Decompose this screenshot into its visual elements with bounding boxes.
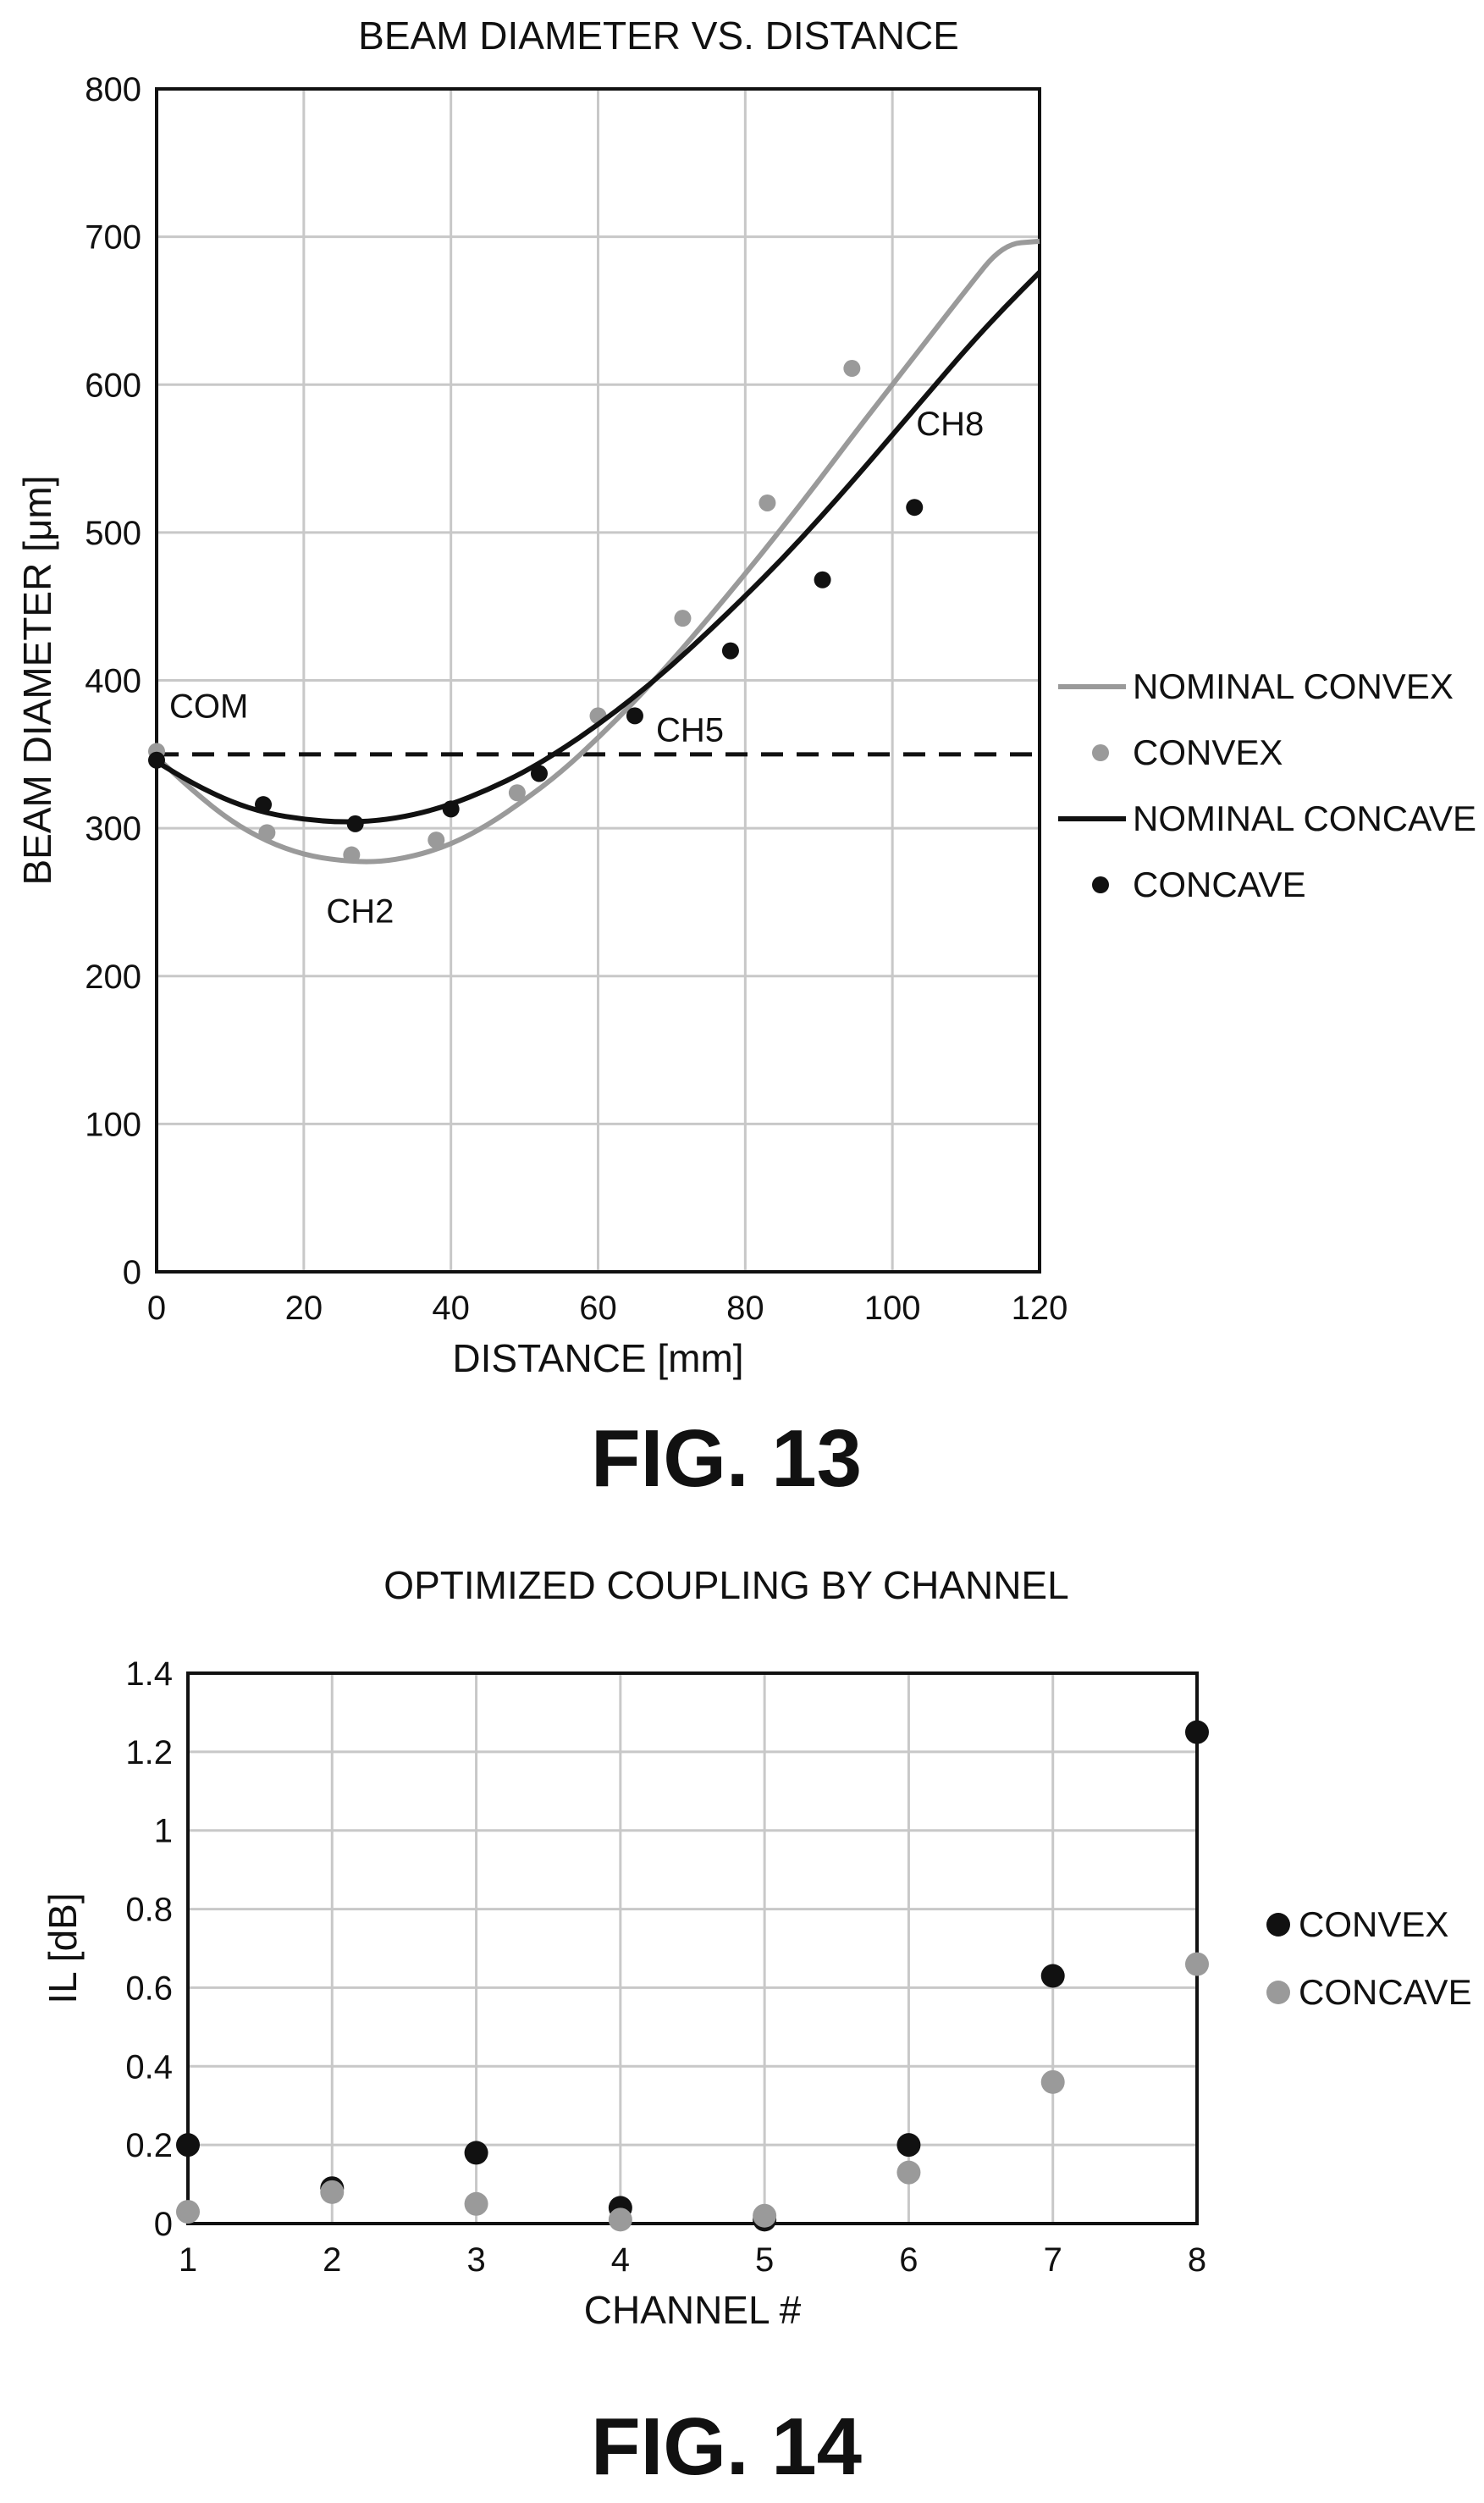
x-tick-label: 5: [755, 2241, 774, 2279]
x-tick-label: 40: [432, 1290, 470, 1327]
y-tick-label: 0.8: [125, 1892, 173, 1929]
x-tick-label: 120: [1012, 1290, 1068, 1327]
data-point-concave: [626, 707, 643, 725]
data-point-concave: [255, 796, 273, 814]
data-point-concave: [320, 2180, 345, 2204]
data-point-convex: [674, 610, 692, 627]
legend-entry: CONVEX: [1299, 1904, 1448, 1944]
data-point-concave: [346, 815, 364, 832]
data-point-convex: [759, 494, 776, 511]
y-tick-label: 500: [85, 515, 141, 552]
y-tick-label: 1.4: [125, 1655, 173, 1693]
data-point-concave: [814, 571, 831, 588]
x-tick-label: 1: [179, 2241, 197, 2279]
data-point-convex: [343, 846, 361, 864]
x-tick-label: 3: [466, 2241, 485, 2279]
figure-14-caption: FIG. 14: [591, 2401, 862, 2492]
y-axis-label: IL [dB]: [41, 1892, 85, 2003]
annotation-label: CH5: [656, 711, 724, 749]
x-tick-label: 100: [864, 1290, 921, 1327]
x-tick-label: 7: [1044, 2241, 1062, 2279]
plot-frame: [155, 87, 1041, 1274]
legend-entry: CONCAVE: [1299, 1972, 1472, 2012]
x-tick-label: 8: [1188, 2241, 1206, 2279]
y-tick-label: 800: [85, 71, 141, 108]
x-tick-label: 80: [726, 1290, 764, 1327]
data-point-concave: [176, 2200, 200, 2224]
y-tick-label: 1.2: [125, 1734, 173, 1771]
y-tick-label: 600: [85, 367, 141, 404]
x-axis-label: CHANNEL #: [584, 2288, 802, 2332]
y-tick-label: 400: [85, 663, 141, 700]
figure-13-caption: FIG. 13: [591, 1413, 862, 1504]
x-tick-label: 6: [899, 2241, 918, 2279]
data-point-convex: [464, 2141, 488, 2165]
y-tick-label: 0.2: [125, 2127, 173, 2164]
y-tick-label: 0.6: [125, 1970, 173, 2007]
data-point-convex: [258, 824, 276, 842]
x-tick-label: 20: [285, 1290, 323, 1327]
x-tick-label: 2: [323, 2241, 341, 2279]
legend-dot-swatch: [1092, 876, 1109, 893]
chart-title: BEAM DIAMETER VS. DISTANCE: [358, 14, 959, 58]
x-tick-label: 60: [579, 1290, 617, 1327]
data-point-concave: [896, 2160, 921, 2185]
legend-entry: CONCAVE: [1133, 865, 1306, 904]
y-tick-label: 700: [85, 219, 141, 257]
legend-entry: NOMINAL CONCAVE: [1133, 798, 1476, 838]
y-tick-label: 100: [85, 1106, 141, 1143]
data-point-concave: [608, 2207, 632, 2232]
data-point-concave: [721, 642, 739, 660]
x-tick-label: 0: [147, 1290, 166, 1327]
data-point-convex: [1185, 1720, 1209, 1744]
data-point-convex: [508, 784, 526, 802]
data-point-concave: [530, 765, 548, 782]
legend-entry: NOMINAL CONVEX: [1133, 666, 1454, 706]
legend-dot-swatch: [1266, 1981, 1290, 2004]
legend-dot-swatch: [1266, 1913, 1290, 1937]
series-line-nominal-convex: [154, 238, 1040, 865]
x-axis-label: DISTANCE [mm]: [452, 1336, 743, 1380]
y-tick-label: 200: [85, 959, 141, 996]
y-tick-label: 0.4: [125, 2048, 173, 2086]
annotation-label: COM: [169, 688, 248, 725]
data-point-convex: [176, 2133, 200, 2158]
data-point-convex: [896, 2133, 921, 2158]
y-axis-label: BEAM DIAMETER [μm]: [15, 476, 59, 886]
data-point-concave: [1040, 2069, 1065, 2094]
data-point-concave: [1185, 1952, 1209, 1976]
legend-entry: CONVEX: [1133, 732, 1283, 772]
y-tick-label: 0: [154, 2206, 173, 2243]
x-tick-label: 4: [611, 2241, 630, 2279]
data-point-concave: [442, 800, 460, 818]
annotation-label: CH2: [326, 893, 394, 931]
annotation-label: CH8: [916, 406, 984, 443]
data-point-convex: [1040, 1964, 1065, 1988]
y-tick-label: 1: [154, 1813, 173, 1850]
plot-frame: [186, 1671, 1199, 2225]
data-point-concave: [906, 499, 924, 517]
legend-dot-swatch: [1092, 744, 1109, 761]
y-tick-label: 300: [85, 810, 141, 848]
data-point-concave: [464, 2191, 488, 2216]
data-point-concave: [753, 2203, 777, 2228]
data-point-convex: [428, 832, 445, 849]
chart-title: OPTIMIZED COUPLING BY CHANNEL: [383, 1563, 1068, 1607]
beam-diameter-chart: 0 20 40 60 80 100 120 0 100 200 300 400 500 600 700 800…: [15, 14, 1476, 1380]
optimized-coupling-chart: 1 2 3 4 5 6 7 8 0 0.2 0.4 0.6 0.8 1 1.2 1.4 OPTIMIZED CO…: [41, 1563, 1472, 2332]
y-tick-label: 0: [123, 1254, 141, 1291]
data-point-concave: [148, 751, 165, 769]
data-point-convex: [843, 360, 861, 378]
series-line-nominal-concave: [155, 270, 1042, 825]
